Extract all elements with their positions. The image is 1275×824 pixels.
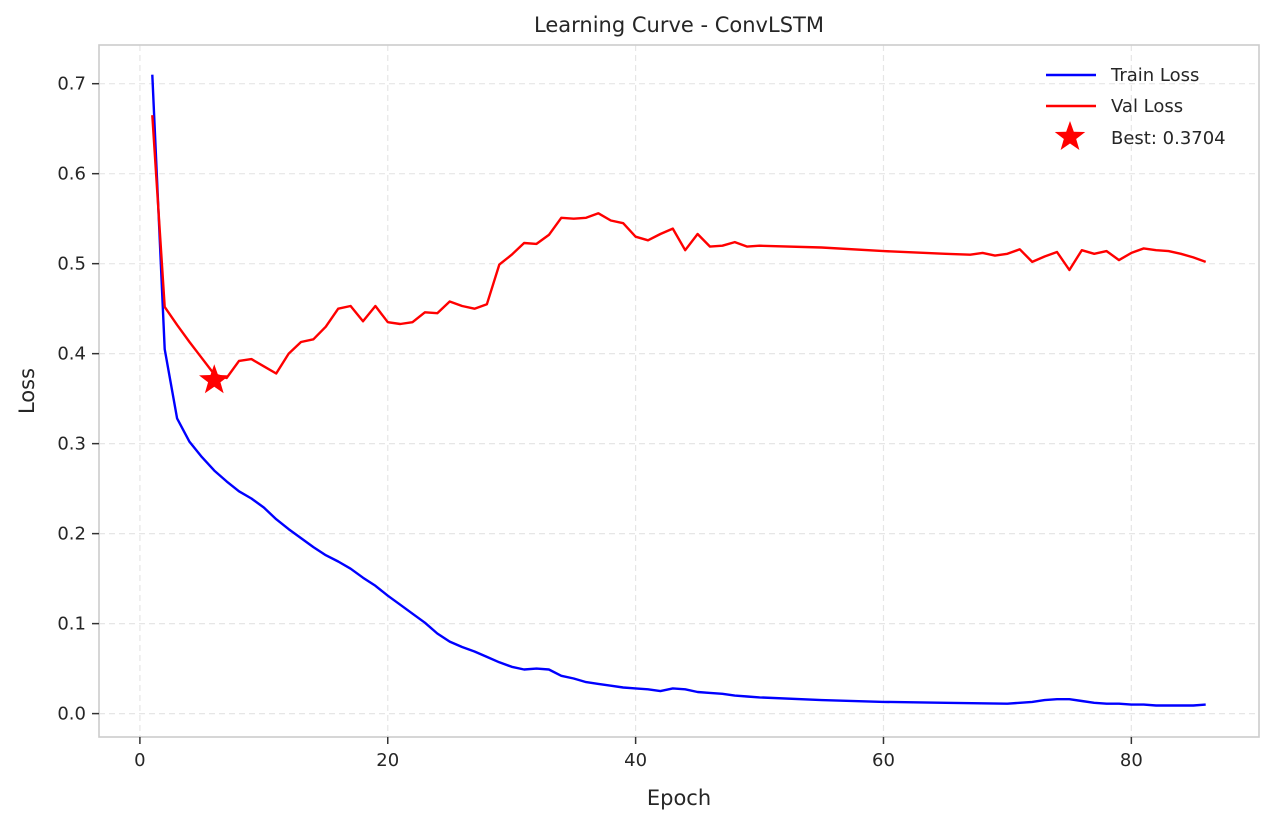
legend: Train Loss Val Loss Best: 0.3704 — [1046, 65, 1226, 150]
y-tick-label: 0.6 — [57, 164, 86, 185]
series-line-val-loss — [151, 115, 1207, 380]
y-axis: 0.0 0.1 0.2 0.3 0.4 0.5 0.6 0.7 — [57, 74, 99, 725]
y-tick-label: 0.3 — [57, 434, 86, 455]
y-tick-label: 0.2 — [57, 524, 86, 545]
legend-star-icon — [1054, 121, 1086, 150]
grid — [99, 45, 1259, 737]
x-tick-label: 60 — [872, 750, 895, 771]
y-tick-label: 0.0 — [57, 704, 86, 725]
legend-label-train-loss: Train Loss — [1110, 65, 1199, 86]
y-axis-label: Loss — [15, 368, 39, 414]
x-tick-label: 0 — [134, 750, 145, 771]
x-tick-label: 80 — [1120, 750, 1143, 771]
marker-layer — [199, 364, 230, 394]
best-point-star — [199, 364, 230, 394]
y-tick-label: 0.5 — [57, 254, 86, 275]
series-line-train-loss — [151, 74, 1206, 707]
x-tick-label: 20 — [376, 750, 399, 771]
y-tick-label: 0.4 — [57, 344, 86, 365]
legend-label-val-loss: Val Loss — [1111, 96, 1183, 117]
x-axis: 0 20 40 60 80 — [134, 737, 1143, 771]
plot-frame — [98, 44, 1260, 738]
legend-label-best: Best: 0.3704 — [1111, 128, 1226, 149]
chart-title: Learning Curve - ConvLSTM — [534, 13, 824, 37]
y-tick-label: 0.1 — [57, 614, 86, 635]
series-layer — [151, 74, 1207, 707]
x-axis-label: Epoch — [647, 786, 711, 810]
y-tick-label: 0.7 — [57, 74, 86, 95]
x-tick-label: 40 — [624, 750, 647, 771]
